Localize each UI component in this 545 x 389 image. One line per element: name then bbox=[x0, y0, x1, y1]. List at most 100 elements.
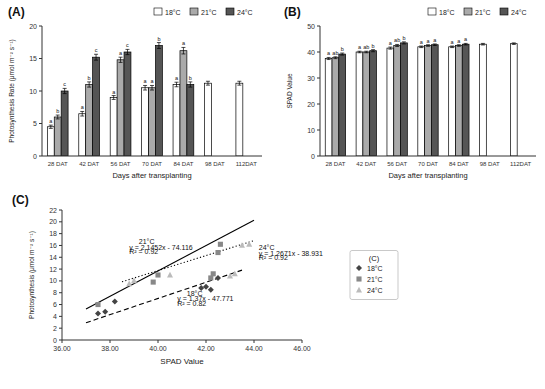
scatter-point bbox=[232, 271, 238, 277]
significance-letter: a bbox=[464, 36, 468, 42]
significance-letter: a bbox=[81, 104, 85, 110]
scatter-point bbox=[112, 299, 118, 305]
y-tick-label: 2 bbox=[53, 325, 57, 332]
error-bar bbox=[464, 43, 468, 45]
scatter-point bbox=[203, 284, 209, 290]
error-bar bbox=[450, 46, 454, 48]
scatter-point bbox=[246, 241, 252, 247]
x-tick bbox=[158, 340, 159, 343]
significance-letter: a bbox=[182, 40, 186, 46]
legend-label: 24°C bbox=[237, 9, 253, 16]
y-tick bbox=[317, 78, 320, 79]
scatter-point bbox=[95, 302, 100, 307]
bar bbox=[431, 45, 438, 156]
y-tick-label: 0 bbox=[33, 153, 37, 160]
plot-marks bbox=[86, 220, 254, 323]
bar bbox=[86, 85, 93, 157]
legend-label: 18°C bbox=[367, 265, 383, 272]
y-tick-label: 18 bbox=[49, 230, 57, 237]
error-bar bbox=[333, 57, 337, 59]
error-bar bbox=[419, 46, 423, 48]
x-axis-line bbox=[42, 156, 262, 157]
bar bbox=[117, 60, 124, 156]
bar bbox=[61, 91, 68, 156]
y-tick-label: 4 bbox=[53, 313, 57, 320]
x-tick bbox=[254, 340, 255, 343]
significance-letter: c bbox=[63, 81, 66, 87]
annotation: R² = 0.92 bbox=[259, 254, 288, 261]
significance-letter: b bbox=[402, 35, 405, 41]
bar bbox=[356, 52, 363, 156]
bar bbox=[387, 48, 394, 156]
legend-swatch bbox=[500, 8, 508, 15]
regression-line bbox=[86, 220, 254, 309]
bar-panel: aaaaaabababaabbbaa28 DAT42 DAT56 DAT70 D… bbox=[284, 5, 536, 180]
y-tick bbox=[39, 156, 42, 157]
y-tick-label: 22 bbox=[49, 207, 57, 214]
x-axis-line bbox=[62, 340, 302, 341]
significance-letter: ab bbox=[394, 37, 400, 43]
bar bbox=[339, 54, 346, 156]
figure: aaaaabbaaacccbb28 DAT42 DAT56 DAT70 DAT8… bbox=[0, 0, 545, 389]
significance-letter: a bbox=[150, 78, 154, 84]
error-bar bbox=[206, 81, 210, 85]
scatter-point bbox=[239, 242, 245, 248]
x-tick-label: 28 DAT bbox=[48, 161, 68, 167]
panel-title: (A) bbox=[8, 5, 25, 19]
significance-letter: b bbox=[157, 36, 160, 42]
bar bbox=[124, 52, 131, 156]
scatter-point bbox=[218, 242, 223, 247]
bar bbox=[332, 58, 339, 156]
y-tick bbox=[59, 210, 62, 211]
bar bbox=[236, 83, 243, 156]
legend-label: 24°C bbox=[511, 9, 527, 16]
x-tick-label: 98 DAT bbox=[480, 161, 500, 167]
error-bar bbox=[433, 44, 437, 46]
bars bbox=[47, 43, 242, 156]
x-tick bbox=[110, 340, 111, 343]
error-bar bbox=[49, 125, 53, 128]
bar bbox=[370, 51, 377, 156]
x-tick-label: 112DAT bbox=[236, 161, 257, 167]
significance-letter: a bbox=[327, 50, 331, 56]
x-axis-label: Days after transplanting bbox=[388, 171, 467, 180]
panel-title: (B) bbox=[284, 5, 301, 19]
y-tick bbox=[39, 58, 42, 59]
error-bar bbox=[143, 85, 147, 90]
error-bar bbox=[80, 111, 84, 116]
legend-swatch bbox=[154, 8, 162, 15]
legend-marker bbox=[356, 287, 362, 293]
y-axis-label: Photosynthesis (μmol m⁻² s⁻¹) bbox=[28, 231, 36, 319]
bar bbox=[204, 83, 211, 156]
legend: 18°C21°C24°C bbox=[154, 8, 253, 16]
significance-letter: a bbox=[112, 89, 116, 95]
error-bar bbox=[157, 43, 161, 49]
scatter-point bbox=[102, 309, 108, 315]
significance-letter: a bbox=[119, 50, 123, 56]
bar bbox=[149, 88, 156, 156]
y-tick bbox=[39, 26, 42, 27]
y-tick-label: 30 bbox=[307, 75, 315, 82]
y-tick bbox=[59, 328, 62, 329]
significance-letter: a bbox=[389, 40, 393, 46]
y-tick-label: 0 bbox=[311, 153, 315, 160]
error-bar bbox=[364, 51, 368, 53]
x-tick-label: 38.00 bbox=[101, 345, 119, 352]
significance-letter: ab bbox=[332, 50, 338, 56]
scatter-point bbox=[95, 310, 101, 316]
annotations: 21°Cy = 2.1452x - 74.116R² = 0.9218°Cy =… bbox=[129, 238, 323, 306]
scatter-point bbox=[155, 272, 160, 277]
significance-letter: c bbox=[95, 47, 98, 53]
y-tick-label: 8 bbox=[53, 289, 57, 296]
y-tick-label: 10 bbox=[29, 88, 37, 95]
bar bbox=[47, 127, 54, 156]
y-axis-line bbox=[320, 26, 321, 156]
error-bar bbox=[340, 53, 344, 55]
annotation: R² = 0.82 bbox=[177, 300, 206, 307]
scatter-point bbox=[208, 287, 214, 293]
y-tick bbox=[39, 123, 42, 124]
legend-title: (C) bbox=[369, 254, 380, 263]
error-bar bbox=[188, 82, 192, 87]
error-bar bbox=[150, 85, 154, 90]
legend-swatch bbox=[428, 8, 436, 15]
